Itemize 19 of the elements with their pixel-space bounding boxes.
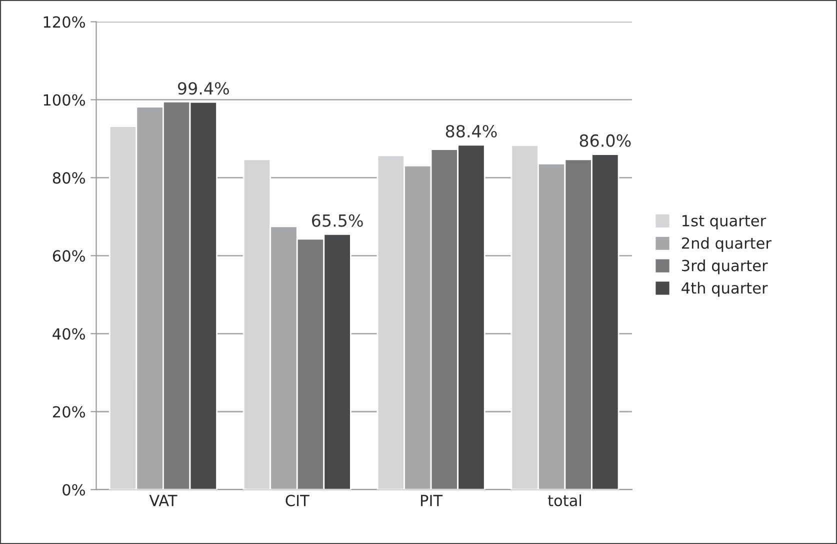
legend-label: 2nd quarter (682, 237, 772, 252)
y-tick-label: 100% (44, 94, 85, 106)
data-label: 86.0% (580, 134, 631, 147)
x-tick-label: total (548, 494, 582, 506)
data-label: 99.4% (178, 82, 229, 95)
y-tick-label: 20% (53, 406, 85, 418)
y-tick-label: 0% (62, 484, 85, 496)
x-tick-label: VAT (149, 494, 178, 506)
data-label: 65.5% (312, 214, 363, 227)
y-tick-label: 120% (44, 16, 85, 28)
legend-label: 4th quarter (682, 282, 768, 297)
legend-label: 3rd quarter (682, 260, 768, 274)
x-tick-label: PIT (421, 494, 443, 506)
y-tick-label: 60% (52, 250, 85, 262)
legend-label: 1st quarter (682, 215, 766, 230)
y-tick-label: 80% (52, 172, 85, 184)
y-tick-label: 40% (52, 328, 85, 340)
data-label: 88.4% (446, 124, 497, 138)
x-tick-label: CIT (286, 494, 310, 506)
